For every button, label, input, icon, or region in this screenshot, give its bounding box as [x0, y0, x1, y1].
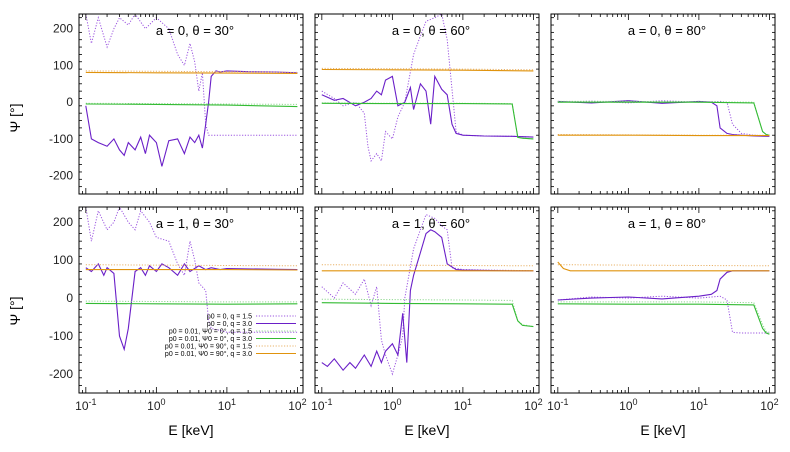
series-line-3	[321, 298, 534, 328]
x-tick-label: 100	[619, 397, 637, 413]
x-tick-label: 102	[760, 397, 778, 413]
series-line-5	[85, 264, 298, 267]
y-tick-label: -100	[49, 132, 73, 146]
x-tick-label: 10-1	[547, 397, 568, 413]
y-tick-label: 200	[53, 22, 73, 36]
series-line-3	[557, 100, 770, 136]
panel-title: a = 0, θ = 80°	[628, 23, 706, 38]
legend-label: p0 = 0.01, Ψ0 = 0°, q = 3.0	[169, 335, 252, 343]
series-line-6	[557, 261, 770, 272]
series-line-1	[557, 100, 770, 137]
series-line-1	[321, 14, 534, 163]
y-tick-label: 0	[66, 291, 73, 305]
panel-1: -200 -100 0 100 200 a = 0, θ = 30°	[49, 13, 304, 195]
legend-label: p0 = 0, q = 3.0	[207, 321, 252, 328]
series-line-3	[321, 102, 534, 140]
series-line-4	[557, 101, 770, 136]
panel-title: a = 0, θ = 60°	[392, 23, 470, 38]
plot-frame	[78, 13, 304, 195]
series-line-4	[321, 102, 534, 140]
panel-title: a = 1, θ = 30°	[156, 216, 234, 231]
x-tick-label: 100	[383, 397, 401, 413]
panel-title: a = 1, θ = 60°	[392, 216, 470, 231]
x-tick-label: 100	[147, 397, 165, 413]
plot-frame	[550, 206, 776, 394]
y-tick-label: 100	[53, 253, 73, 267]
panel-3: a = 0, θ = 80°	[550, 13, 776, 195]
x-tick-label: 102	[288, 397, 306, 413]
series-line-1	[557, 295, 770, 334]
series-line-2	[85, 70, 298, 167]
series-line-3	[557, 301, 770, 333]
plot-frame	[78, 206, 304, 394]
x-tick-label: 101	[218, 397, 236, 413]
panel-title: a = 1, θ = 80°	[628, 216, 706, 231]
series-group	[557, 100, 770, 137]
panel-5: 10-1 100 101 102 E [keV] a = 1, θ = 60°	[311, 206, 543, 438]
panels: -200 -100 0 100 200 a = 0, θ = 30° a = 0, θ = …	[49, 13, 779, 438]
x-tick-label: 101	[454, 397, 472, 413]
y-tick-label: 100	[53, 58, 73, 72]
series-line-5	[557, 264, 770, 267]
legend-label: p0 = 0, q = 1.5	[207, 314, 252, 321]
plot-frame	[550, 13, 776, 195]
series-line-2	[321, 74, 534, 138]
ylabel-bottom: Ψ [°]	[7, 297, 23, 326]
legend-label: p0 = 0.01, Ψ0 = 90°, q = 1.5	[165, 343, 252, 351]
x-tick-label: 102	[524, 397, 542, 413]
legend-label: p0 = 0.01, Ψ0 = 90°, q = 3.0	[165, 350, 252, 358]
series-line-4	[85, 103, 298, 108]
panel-2: a = 0, θ = 60°	[314, 13, 540, 195]
series-line-2	[321, 229, 534, 372]
x-tick-label: 101	[690, 397, 708, 413]
series-line-6	[321, 68, 534, 72]
panel-6: 10-1 100 101 102 E [keV] a = 1, θ = 80°	[547, 206, 779, 438]
series-line-1	[85, 14, 298, 136]
series-line-2	[557, 100, 770, 137]
x-axis-label: E [keV]	[404, 422, 449, 438]
plot-frame	[314, 206, 540, 394]
plot-frame	[314, 13, 540, 195]
x-axis-label: E [keV]	[168, 422, 213, 438]
series-line-3	[85, 300, 298, 303]
legend-label: p0 = 0.01, Ψ0 = 0°, q = 1.5	[169, 328, 252, 336]
series-line-4	[321, 302, 534, 328]
series-group	[85, 14, 298, 167]
x-tick-label: 10-1	[311, 397, 332, 413]
series-line-4	[85, 302, 298, 305]
series-group	[321, 213, 534, 376]
panel-title: a = 0, θ = 30°	[156, 23, 234, 38]
ylabel-top: Ψ [°]	[7, 104, 23, 133]
series-group	[85, 207, 298, 352]
y-tick-label: -100	[49, 329, 73, 343]
x-axis-label: E [keV]	[640, 422, 685, 438]
series-group	[321, 14, 534, 163]
panel-4: -200 -100 0 100 200 10-1 100 101 102 E [keV] a = 1…	[49, 206, 307, 438]
y-tick-label: 200	[53, 215, 73, 229]
series-line-5	[321, 264, 534, 267]
series-line-4	[557, 303, 770, 335]
x-tick-label: 10-1	[75, 397, 96, 413]
series-line-6	[85, 71, 298, 75]
series-line-2	[557, 270, 770, 301]
y-tick-label: -200	[49, 169, 73, 183]
series-line-1	[321, 213, 534, 376]
y-tick-label: -200	[49, 367, 73, 381]
y-tick-label: 0	[66, 95, 73, 109]
series-group	[557, 261, 770, 335]
